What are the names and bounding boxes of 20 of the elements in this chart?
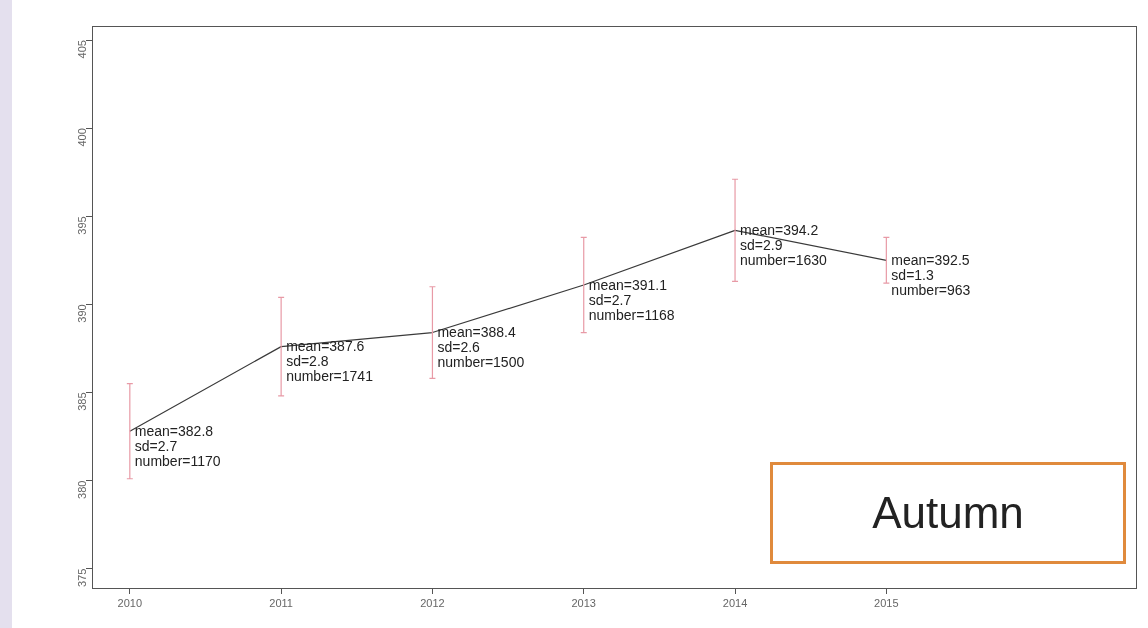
data-label: mean=388.4 sd=2.6 number=1500 [437,324,525,371]
x-tick-label: 2015 [874,596,899,609]
data-label: mean=387.6 sd=2.8 number=1741 [286,338,374,385]
y-tick-label: 380 [76,480,89,499]
x-tick-label: 2014 [722,596,748,609]
x-tick-label: 2010 [117,596,143,609]
y-tick-label: 385 [76,392,89,411]
y-tick-label: 405 [76,40,89,59]
annotation: Autumn [770,462,1126,564]
x-tick-label: 2011 [269,596,293,609]
y-tick-label: 390 [76,304,89,323]
x-tick-label: 2013 [571,596,596,609]
data-label: mean=394.2 sd=2.9 number=1630 [740,222,828,269]
y-tick-label: 400 [76,128,89,147]
y-tick-label: 375 [76,568,89,587]
x-tick-label: 2012 [420,596,445,609]
y-tick-label: 395 [76,216,89,235]
data-label: mean=391.1 sd=2.7 number=1168 [588,276,675,323]
data-label: mean=382.8 sd=2.7 number=1170 [134,423,221,470]
data-label: mean=392.5 sd=1.3 number=963 [891,252,971,299]
